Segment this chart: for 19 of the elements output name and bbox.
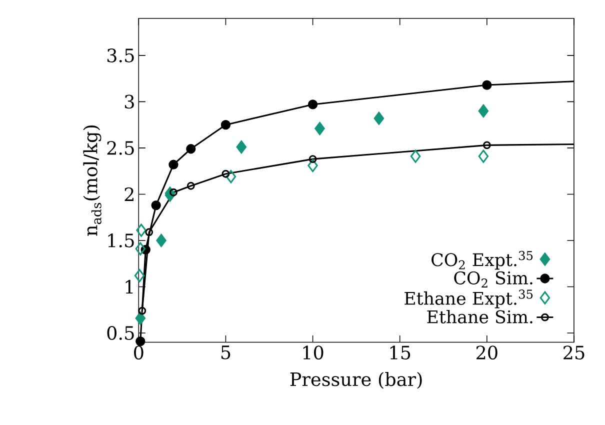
y-tick-label: 2 bbox=[124, 188, 134, 202]
x-axis-title: Pressure (bar) bbox=[290, 372, 422, 389]
x-tick-label: 20 bbox=[476, 346, 498, 360]
x-tick-label: 5 bbox=[221, 346, 230, 360]
y-tick-label: 3 bbox=[124, 94, 134, 109]
y-tick-label: 3.5 bbox=[107, 48, 134, 63]
legend-label: CO$_{2}$ Expt.$^{35}$ bbox=[432, 251, 533, 270]
y-axis-title: n$_{ads}$(mol/kg) bbox=[83, 126, 102, 236]
y-tick-label: 2.5 bbox=[107, 141, 134, 156]
x-tick-label: 10 bbox=[303, 346, 324, 360]
y-tick-label: 1 bbox=[126, 280, 133, 294]
x-tick-label: 25 bbox=[564, 346, 584, 360]
x-tick-label: 0 bbox=[134, 346, 144, 360]
legend-label: Ethane Sim. bbox=[427, 310, 532, 324]
legend-label: CO$_{2}$ Sim. bbox=[454, 272, 532, 288]
y-tick-label: 1.5 bbox=[108, 234, 134, 248]
legend-label: Ethane Expt.$^{35}$ bbox=[404, 290, 533, 308]
x-tick-label: 15 bbox=[390, 346, 410, 360]
y-tick-label: 0.5 bbox=[107, 326, 134, 340]
